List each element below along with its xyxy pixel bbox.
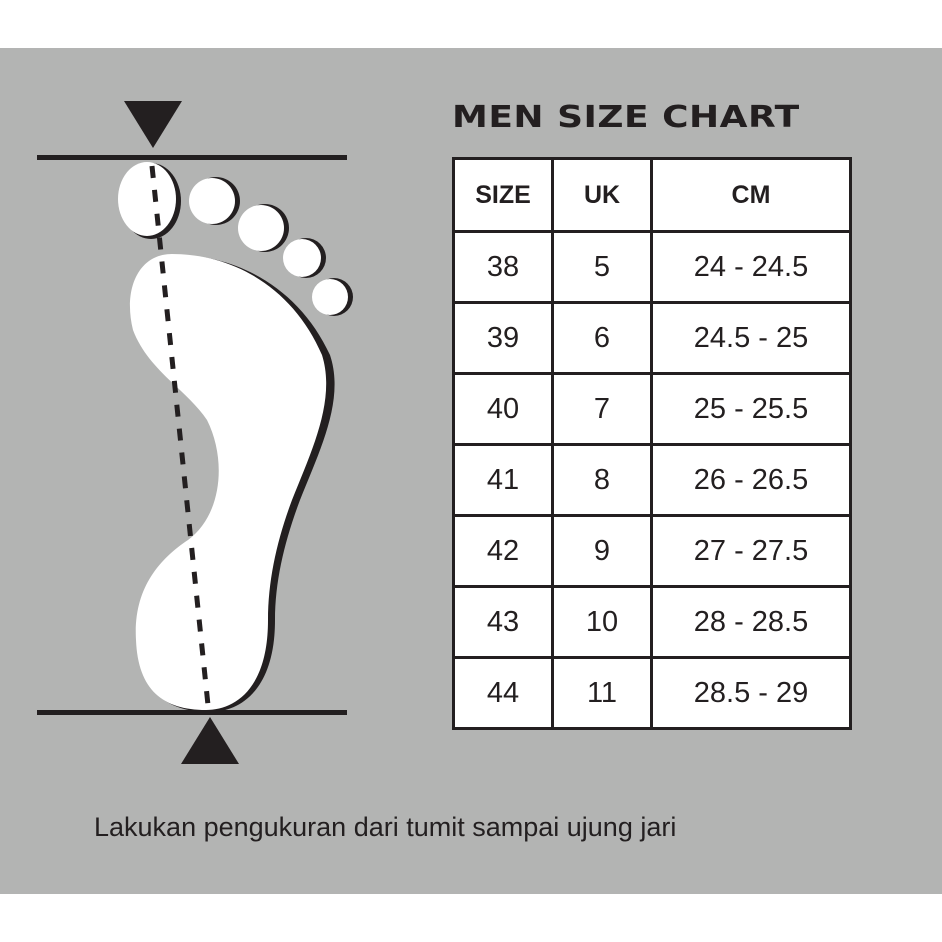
cell-cm: 26 - 26.5 xyxy=(650,443,852,517)
header-uk: UK xyxy=(551,157,653,233)
measurement-instruction: Lakukan pengukuran dari tumit sampai uju… xyxy=(94,812,677,842)
bottom-arrow-icon xyxy=(181,717,239,764)
cell-uk: 6 xyxy=(551,301,653,375)
cell-cm: 25 - 25.5 xyxy=(650,372,852,446)
table-row: 39 6 24.5 - 25 xyxy=(452,301,852,375)
cell-uk: 8 xyxy=(551,443,653,517)
cell-size: 39 xyxy=(452,301,554,375)
table-row: 44 11 28.5 - 29 xyxy=(452,656,852,730)
cell-cm: 28 - 28.5 xyxy=(650,585,852,659)
measurement-dashed-line xyxy=(149,165,211,706)
cell-size: 43 xyxy=(452,585,554,659)
cell-size: 40 xyxy=(452,372,554,446)
cell-uk: 11 xyxy=(551,656,653,730)
top-line xyxy=(37,155,347,160)
cell-size: 41 xyxy=(452,443,554,517)
cell-cm: 28.5 - 29 xyxy=(650,656,852,730)
table-row: 38 5 24 - 24.5 xyxy=(452,230,852,304)
cell-cm: 24.5 - 25 xyxy=(650,301,852,375)
cell-cm: 24 - 24.5 xyxy=(650,230,852,304)
cell-uk: 10 xyxy=(551,585,653,659)
size-table: SIZE UK CM 38 5 24 - 24.5 39 6 24.5 - 25 40 7 25… xyxy=(452,157,852,730)
header-size: SIZE xyxy=(452,157,554,233)
cell-cm: 27 - 27.5 xyxy=(650,514,852,588)
cell-size: 38 xyxy=(452,230,554,304)
table-header-row: SIZE UK CM xyxy=(452,157,852,233)
cell-uk: 9 xyxy=(551,514,653,588)
cell-size: 42 xyxy=(452,514,554,588)
table-row: 43 10 28 - 28.5 xyxy=(452,585,852,659)
top-arrow-icon xyxy=(124,101,182,148)
header-cm: CM xyxy=(650,157,852,233)
table-row: 40 7 25 - 25.5 xyxy=(452,372,852,446)
page-title: MEN SIZE CHART xyxy=(452,100,800,135)
bottom-line xyxy=(37,710,347,715)
table-row: 41 8 26 - 26.5 xyxy=(452,443,852,517)
table-row: 42 9 27 - 27.5 xyxy=(452,514,852,588)
toes xyxy=(118,162,353,316)
foot-sole xyxy=(129,254,327,710)
cell-uk: 5 xyxy=(551,230,653,304)
cell-size: 44 xyxy=(452,656,554,730)
cell-uk: 7 xyxy=(551,372,653,446)
